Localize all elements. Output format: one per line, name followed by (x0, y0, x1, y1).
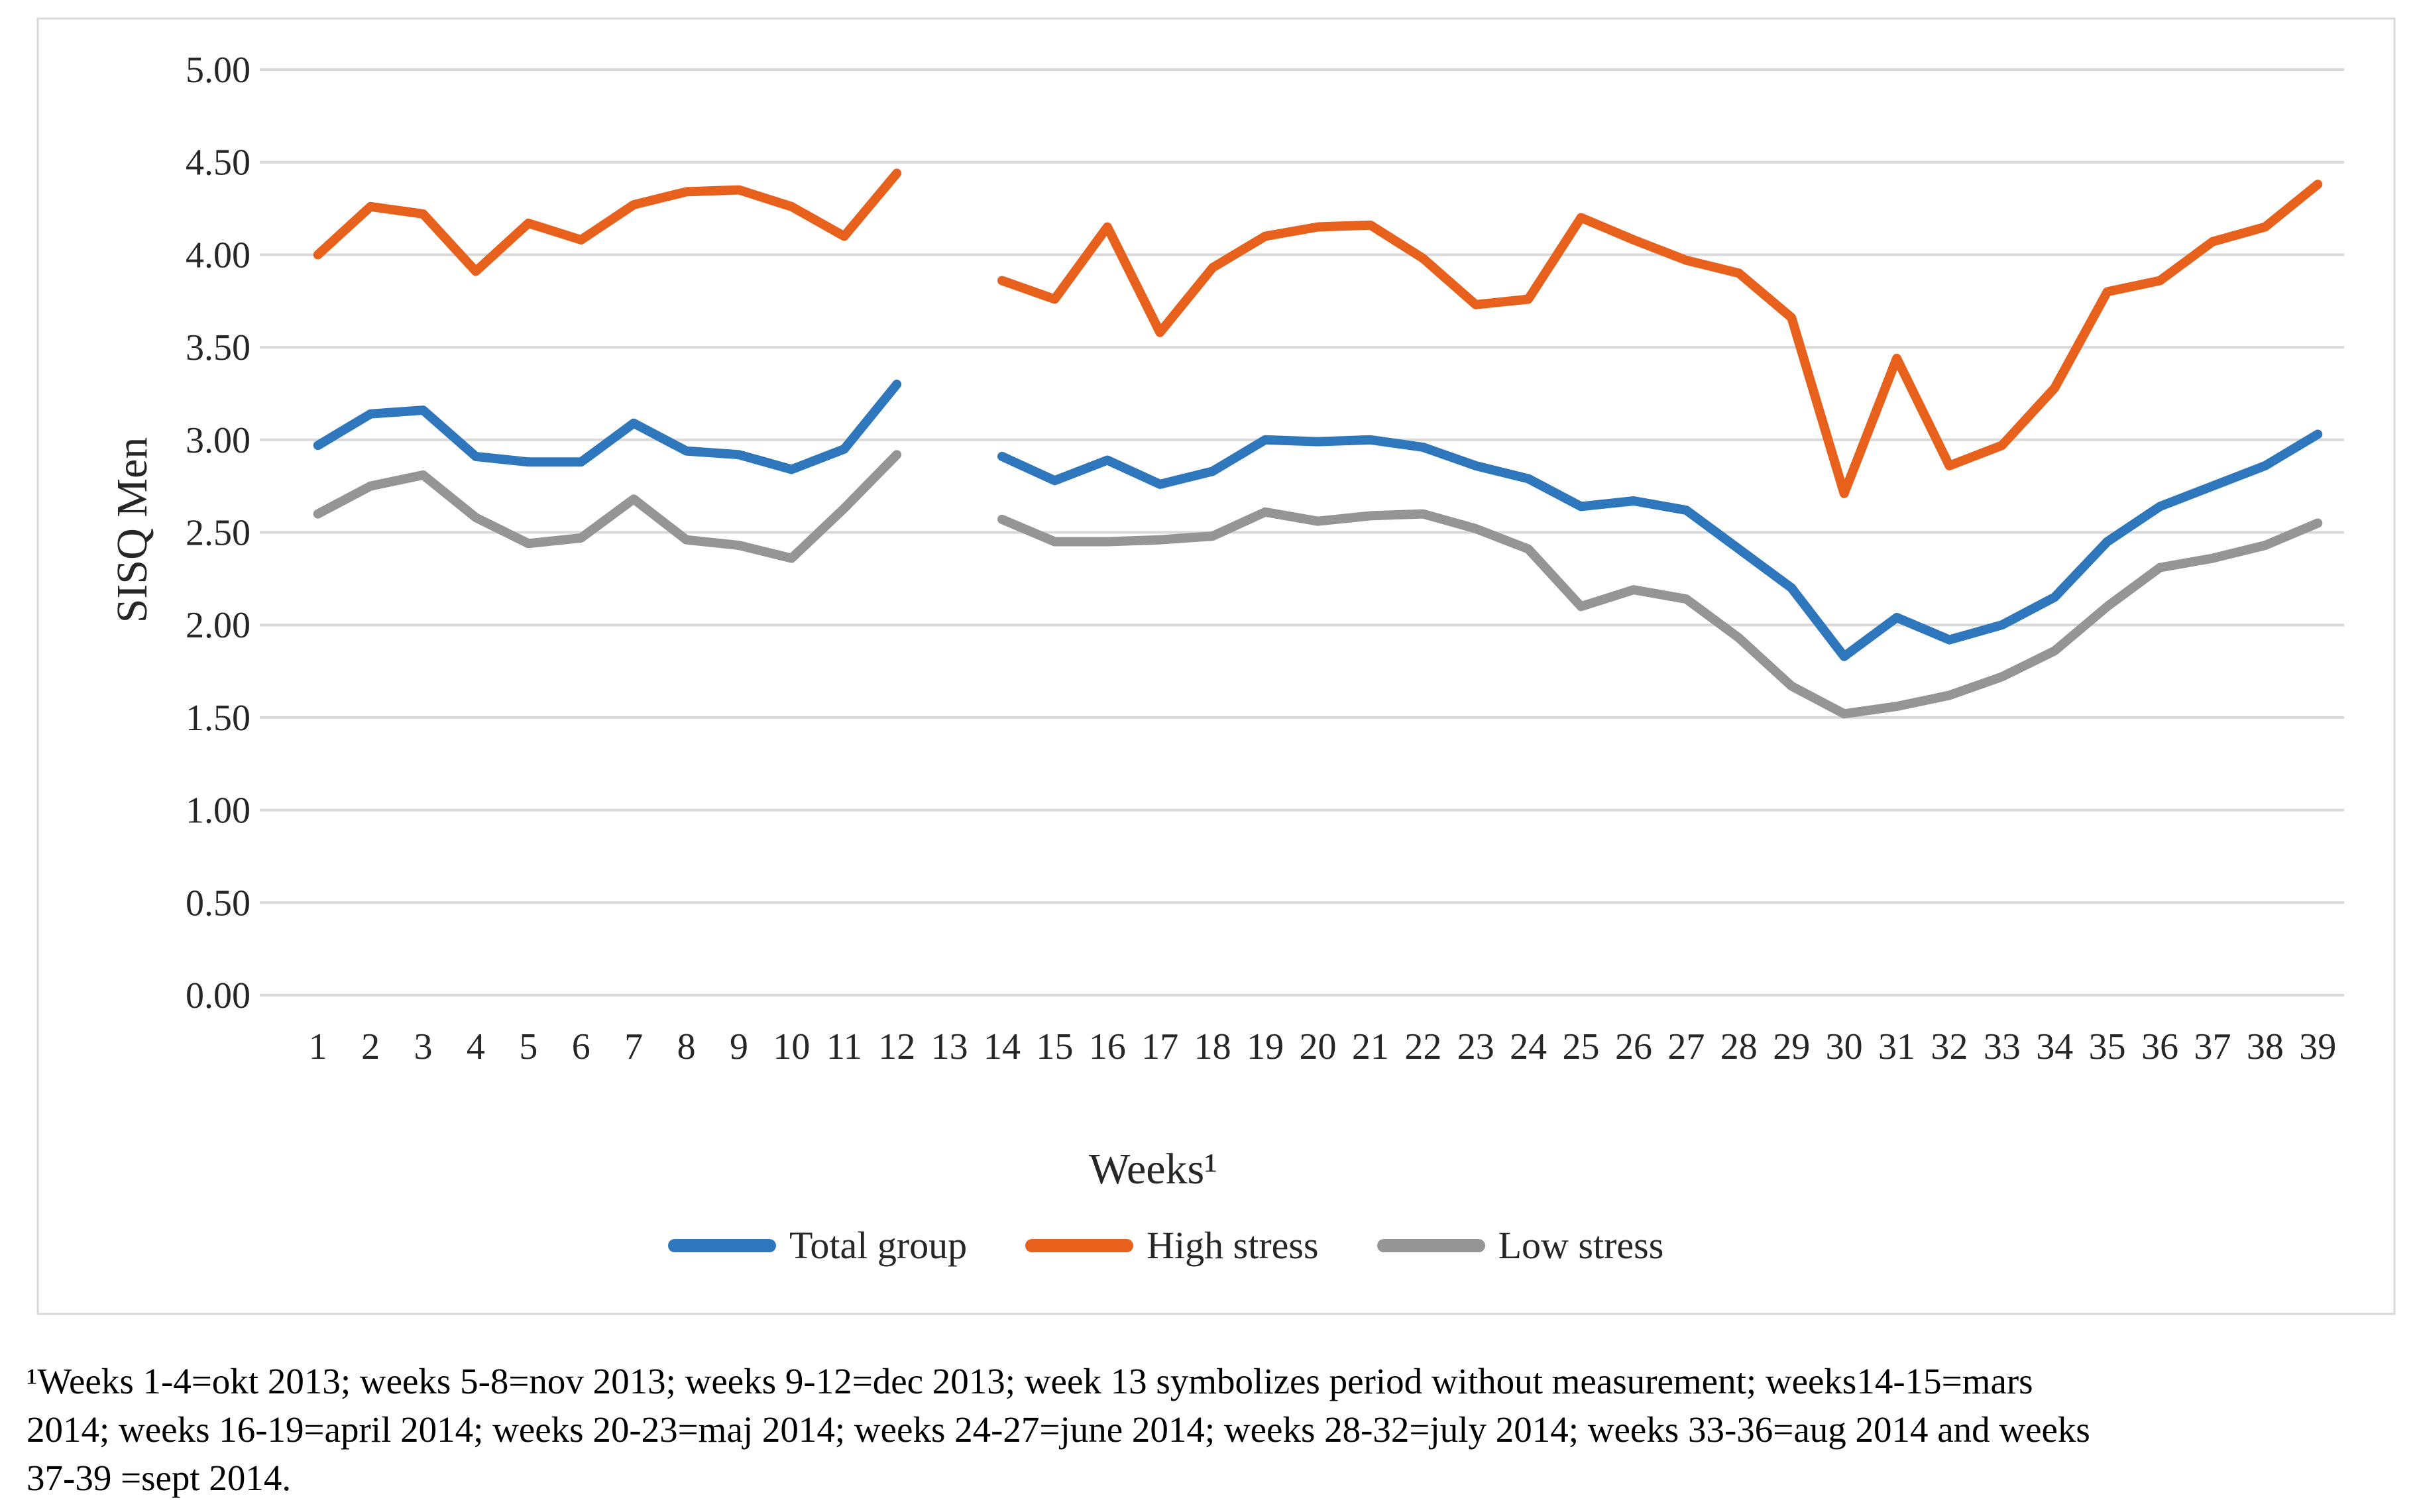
series-line-total-group (313, 380, 2323, 661)
x-tick-label: 31 (1878, 1026, 1915, 1067)
x-tick-label: 2 (361, 1026, 380, 1067)
x-tick-label: 38 (2247, 1026, 2284, 1067)
y-tick-label: 4.00 (186, 235, 251, 276)
legend-label-high-stress: High stress (1147, 1224, 1319, 1267)
legend-swatch-low-stress (1376, 1238, 1485, 1252)
legend-item-total-group: Total group (668, 1223, 967, 1268)
x-tick-label: 17 (1141, 1026, 1178, 1067)
y-tick-label: 0.00 (186, 975, 251, 1016)
x-tick-label: 10 (773, 1026, 810, 1067)
x-tick-label: 6 (572, 1026, 590, 1067)
legend-item-low-stress: Low stress (1376, 1223, 1664, 1268)
y-tick-label: 3.00 (186, 420, 251, 461)
y-tick-label: 3.50 (186, 327, 251, 368)
x-tick-label: 34 (2036, 1026, 2073, 1067)
x-tick-label: 5 (519, 1026, 537, 1067)
x-tick-label: 18 (1194, 1026, 1231, 1067)
series-line-low-stress (313, 450, 2323, 719)
legend-item-high-stress: High stress (1025, 1223, 1319, 1268)
x-tick-label: 14 (983, 1026, 1021, 1067)
y-tick-label: 2.00 (186, 605, 251, 646)
x-tick-label: 35 (2089, 1026, 2126, 1067)
x-tick-label: 37 (2194, 1026, 2231, 1067)
legend-label-total-group: Total group (789, 1224, 968, 1267)
footnote-line: ¹Weeks 1-4=okt 2013; weeks 5-8=nov 2013;… (27, 1361, 2033, 1401)
x-tick-label: 8 (677, 1026, 696, 1067)
x-tick-label: 20 (1300, 1026, 1337, 1067)
x-tick-label: 13 (931, 1026, 968, 1067)
x-tick-label: 39 (2299, 1026, 2336, 1067)
y-tick-label: 1.00 (186, 790, 251, 832)
footnote: ¹Weeks 1-4=okt 2013; weeks 5-8=nov 2013;… (27, 1357, 2392, 1502)
y-tick-label: 4.50 (186, 142, 251, 184)
x-tick-label: 23 (1457, 1026, 1494, 1067)
y-tick-label: 0.50 (186, 883, 251, 924)
x-tick-label: 15 (1036, 1026, 1073, 1067)
x-tick-label: 9 (730, 1026, 748, 1067)
x-tick-label: 36 (2141, 1026, 2178, 1067)
chart-border (36, 17, 2396, 1315)
x-tick-label: 21 (1352, 1026, 1389, 1067)
x-tick-label: 22 (1404, 1026, 1441, 1067)
x-tick-label: 32 (1931, 1026, 1968, 1067)
y-tick-label: 2.50 (186, 513, 251, 554)
y-tick-label: 5.00 (186, 50, 251, 91)
x-tick-label: 12 (878, 1026, 915, 1067)
x-tick-label: 26 (1615, 1026, 1652, 1067)
x-tick-label: 1 (309, 1026, 327, 1067)
x-tick-label: 11 (826, 1026, 862, 1067)
x-tick-label: 19 (1247, 1026, 1284, 1067)
x-tick-label: 33 (1984, 1026, 2021, 1067)
x-tick-label: 29 (1773, 1026, 1810, 1067)
x-tick-label: 7 (624, 1026, 643, 1067)
legend-swatch-high-stress (1025, 1238, 1134, 1252)
x-tick-label: 25 (1563, 1026, 1600, 1067)
y-axis-title: SISQ Men (108, 437, 156, 623)
legend-swatch-total-group (668, 1238, 776, 1252)
y-tick-label: 1.50 (186, 698, 251, 739)
x-tick-label: 16 (1089, 1026, 1126, 1067)
footnote-line: 37-39 =sept 2014. (27, 1458, 292, 1498)
footnote-line: 2014; weeks 16-19=april 2014; weeks 20-2… (27, 1409, 2090, 1450)
legend: Total group High stress Low stress (668, 1223, 1663, 1268)
x-axis-title: Weeks¹ (1088, 1145, 1218, 1193)
x-tick-label: 27 (1667, 1026, 1705, 1067)
x-tick-label: 30 (1826, 1026, 1863, 1067)
x-tick-label: 24 (1510, 1026, 1547, 1067)
legend-label-low-stress: Low stress (1498, 1224, 1664, 1267)
series-line-high-stress (313, 168, 2323, 498)
x-tick-label: 4 (467, 1026, 485, 1067)
x-tick-label: 3 (414, 1026, 433, 1067)
x-tick-label: 28 (1720, 1026, 1758, 1067)
